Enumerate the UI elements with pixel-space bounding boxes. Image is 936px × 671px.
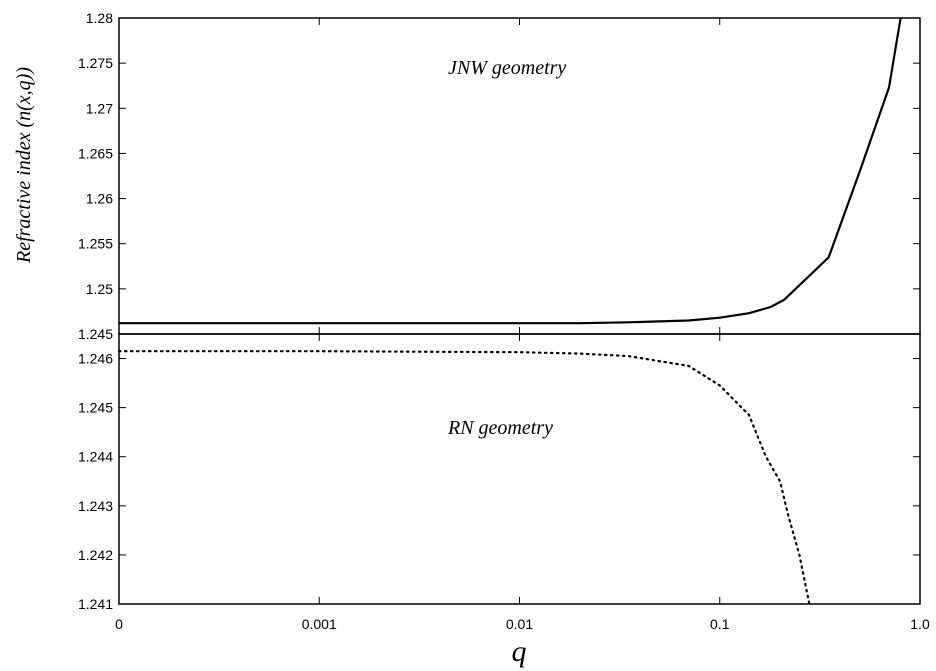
y-tick-label: 1.28 <box>86 10 113 26</box>
x-tick-label: 0.01 <box>506 616 533 632</box>
y-tick-label: 1.255 <box>78 236 113 252</box>
y-tick-label: 1.265 <box>78 145 113 161</box>
y-tick-label: 1.244 <box>78 449 113 465</box>
series-line-rn <box>117 350 811 606</box>
y-tick-label: 1.246 <box>78 351 113 367</box>
y-tick-label: 1.25 <box>86 281 113 297</box>
x-tick-label: 0.001 <box>302 616 337 632</box>
y-tick-label: 1.243 <box>78 498 113 514</box>
y-tick-label: 1.275 <box>78 55 113 71</box>
annotation-jnw: JNW geometry <box>448 57 566 79</box>
plot-frame <box>118 333 921 605</box>
y-tick-label: 1.26 <box>86 191 113 207</box>
x-tick-label: 0 <box>115 616 123 632</box>
x-axis-label: q <box>512 635 527 668</box>
series-line-jnw <box>119 17 902 325</box>
y-tick-label: 1.27 <box>86 100 113 116</box>
x-tick-label: 0.1 <box>710 616 730 632</box>
y-tick-label: 1.241 <box>78 596 113 612</box>
y-tick-label: 1.245 <box>78 400 113 416</box>
y-tick-label: 1.242 <box>78 547 113 563</box>
y-tick-label: 1.245 <box>78 326 113 342</box>
y-axis-label: Refractive index (n(x,q)) <box>13 67 35 264</box>
panel-rn: 1.241 1.242 1.243 1.244 1.245 1.246 0 0.001 0.01… <box>78 333 930 632</box>
x-tick-label: 1.0 <box>910 616 930 632</box>
annotation-rn: RN geometry <box>447 417 553 439</box>
